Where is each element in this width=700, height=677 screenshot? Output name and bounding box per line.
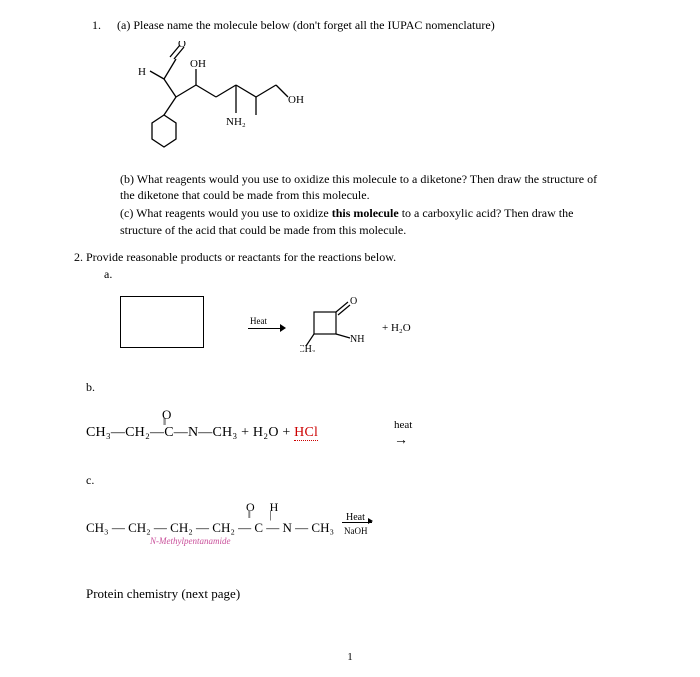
reaction-b: O ‖ CH₃—CH₂—C—N—CH₃ + H₂O + HCl heat → [86,409,614,457]
label-H: H [138,66,146,78]
q2-c-label: c. [86,473,614,488]
reactant-box [120,296,204,348]
q2-a-label: a. [104,267,614,282]
q2-b-label: b. [86,380,614,395]
rxn-c-arrowhead [368,518,373,524]
q1-part-c-1: (c) What reagents would you use to oxidi… [120,206,332,220]
q1-number: 1. [92,18,114,33]
heat-b: heat [394,419,412,431]
rxn-b-hcl: HCl [294,425,318,441]
q1-molecule-diagram: O H OH OH NH₂ [120,41,320,161]
reaction-c: O H ‖ | CH₃ — CH₂ — CH₂ — CH₂ — C — N — … [86,500,614,556]
q1-part-b: (b) What reagents would you use to oxidi… [120,171,614,203]
rxn-c-name: N-Methylpentanamide [150,536,230,546]
reaction-a: Heat O NH CH₃ + H₂O [120,286,614,362]
rxn-c-formula: CH₃ — CH₂ — CH₂ — CH₂ — C — N — CH₃ [86,520,334,536]
arrow-a-head [280,324,286,332]
svg-text:NH: NH [350,334,364,345]
heat-label-a: Heat [250,316,267,326]
label-OH1: OH [190,58,206,70]
q1-part-c: (c) What reagents would you use to oxidi… [120,205,614,237]
label-O: O [178,41,186,50]
svg-text:O: O [350,296,357,307]
arrow-a-line [248,328,284,329]
label-NH2: NH₂ [226,116,246,128]
rxn-b-formula: CH₃—CH₂—C—N—CH₃ + H₂O + HCl [86,425,318,441]
product-a-structure: O NH CH₃ [300,294,370,352]
label-OH2: OH [288,94,304,106]
rxn-b-part1: CH₃—CH₂—C—N—CH₃ + H₂O + [86,425,294,440]
q1-part-a-text: (a) Please name the molecule below (don'… [117,18,495,32]
footer-text: Protein chemistry (next page) [86,586,614,602]
arrow-b: → [394,433,408,449]
svg-text:CH₃: CH₃ [300,344,315,352]
q1-header: 1. (a) Please name the molecule below (d… [92,18,614,33]
q1-part-c-bold: this molecule [332,206,399,220]
plus-h2o: + H₂O [382,322,411,334]
page-number: 1 [0,651,700,663]
rxn-c-naoh: NaOH [344,526,368,536]
q2-header: 2. Provide reasonable products or reacta… [74,250,614,265]
